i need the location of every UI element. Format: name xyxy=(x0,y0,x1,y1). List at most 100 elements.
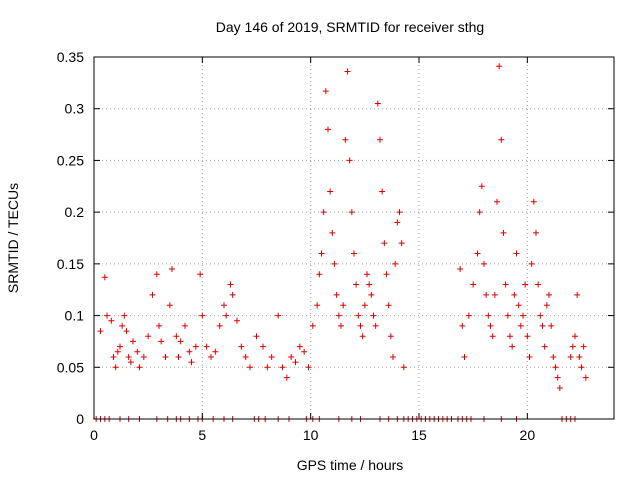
data-point xyxy=(494,198,500,205)
grid-lines xyxy=(94,57,614,419)
data-point xyxy=(238,343,245,350)
data-point xyxy=(476,209,483,216)
data-point xyxy=(199,312,206,319)
data-point xyxy=(524,333,531,340)
data-point xyxy=(533,229,539,236)
data-point xyxy=(346,157,353,164)
data-point xyxy=(517,322,524,329)
data-point xyxy=(556,384,563,391)
data-point xyxy=(227,281,234,288)
data-point xyxy=(535,281,542,288)
data-point xyxy=(483,291,490,298)
data-point xyxy=(130,338,136,345)
data-point xyxy=(374,100,381,107)
data-point xyxy=(325,126,331,133)
data-point xyxy=(377,136,383,143)
data-point xyxy=(127,359,134,366)
data-point xyxy=(338,322,344,329)
data-point xyxy=(119,322,126,329)
data-point xyxy=(342,136,349,143)
data-point xyxy=(208,353,214,360)
data-point xyxy=(136,364,143,371)
data-point xyxy=(504,312,511,319)
data-point xyxy=(485,312,492,319)
data-point xyxy=(368,291,375,298)
data-point xyxy=(320,209,327,216)
data-point xyxy=(537,312,544,319)
data-point xyxy=(353,281,360,288)
data-point xyxy=(104,312,110,319)
data-point xyxy=(117,343,123,350)
data-point xyxy=(279,364,286,371)
data-point xyxy=(216,322,223,329)
data-point xyxy=(260,343,266,350)
data-point xyxy=(507,333,513,340)
data-point xyxy=(197,271,204,278)
data-point xyxy=(361,302,368,309)
data-point xyxy=(520,312,526,319)
data-point xyxy=(175,353,182,360)
data-point xyxy=(344,68,351,75)
data-point xyxy=(580,343,587,350)
data-point xyxy=(400,364,407,371)
x-axis-ticks: 0 5 10 15 20 xyxy=(90,57,535,443)
data-point xyxy=(511,291,518,298)
data-point xyxy=(114,348,121,355)
data-point xyxy=(387,333,394,340)
data-point xyxy=(229,291,236,298)
data-point xyxy=(530,198,537,205)
data-point xyxy=(97,328,104,335)
data-point xyxy=(550,353,557,360)
data-point xyxy=(392,260,399,267)
data-point xyxy=(301,348,308,355)
data-point xyxy=(348,209,355,216)
data-point xyxy=(576,353,583,360)
data-point xyxy=(554,374,561,381)
data-point xyxy=(327,188,334,195)
data-point xyxy=(528,260,535,267)
data-point xyxy=(459,322,466,329)
data-point xyxy=(357,322,364,329)
data-point xyxy=(134,348,141,355)
plot-frame xyxy=(93,56,615,420)
data-point xyxy=(515,302,522,309)
y-tick-label: 0.1 xyxy=(65,308,85,324)
data-point xyxy=(169,266,175,273)
y-tick-label: 0.15 xyxy=(57,256,84,272)
data-point xyxy=(496,63,503,70)
data-point xyxy=(539,322,546,329)
data-point xyxy=(396,209,403,216)
x-tick-label: 5 xyxy=(198,427,206,443)
data-point xyxy=(470,281,477,288)
data-point xyxy=(153,271,160,278)
data-point xyxy=(335,312,342,319)
data-point xyxy=(500,229,507,236)
data-point xyxy=(355,312,362,319)
data-point xyxy=(578,364,585,371)
data-point xyxy=(264,364,271,371)
data-point xyxy=(223,312,230,319)
data-point xyxy=(242,353,249,360)
data-point xyxy=(567,353,574,360)
data-point xyxy=(331,260,338,267)
data-point xyxy=(316,271,323,278)
data-point xyxy=(390,353,396,360)
data-point xyxy=(513,250,520,257)
data-point xyxy=(340,302,347,309)
data-point xyxy=(173,333,180,340)
data-point xyxy=(457,266,464,273)
data-point xyxy=(541,343,548,350)
data-point xyxy=(125,353,132,360)
y-axis-label: SRMTID / TECUs xyxy=(5,183,21,293)
data-point xyxy=(461,353,468,360)
data-point xyxy=(318,250,325,257)
data-point xyxy=(275,312,282,319)
data-point xyxy=(574,291,581,298)
data-point xyxy=(333,291,340,298)
data-point xyxy=(309,322,316,329)
data-point xyxy=(110,353,117,360)
data-point xyxy=(381,240,388,247)
data-point xyxy=(188,359,195,366)
x-axis-label: GPS time / hours xyxy=(297,457,404,473)
data-point xyxy=(140,353,147,360)
